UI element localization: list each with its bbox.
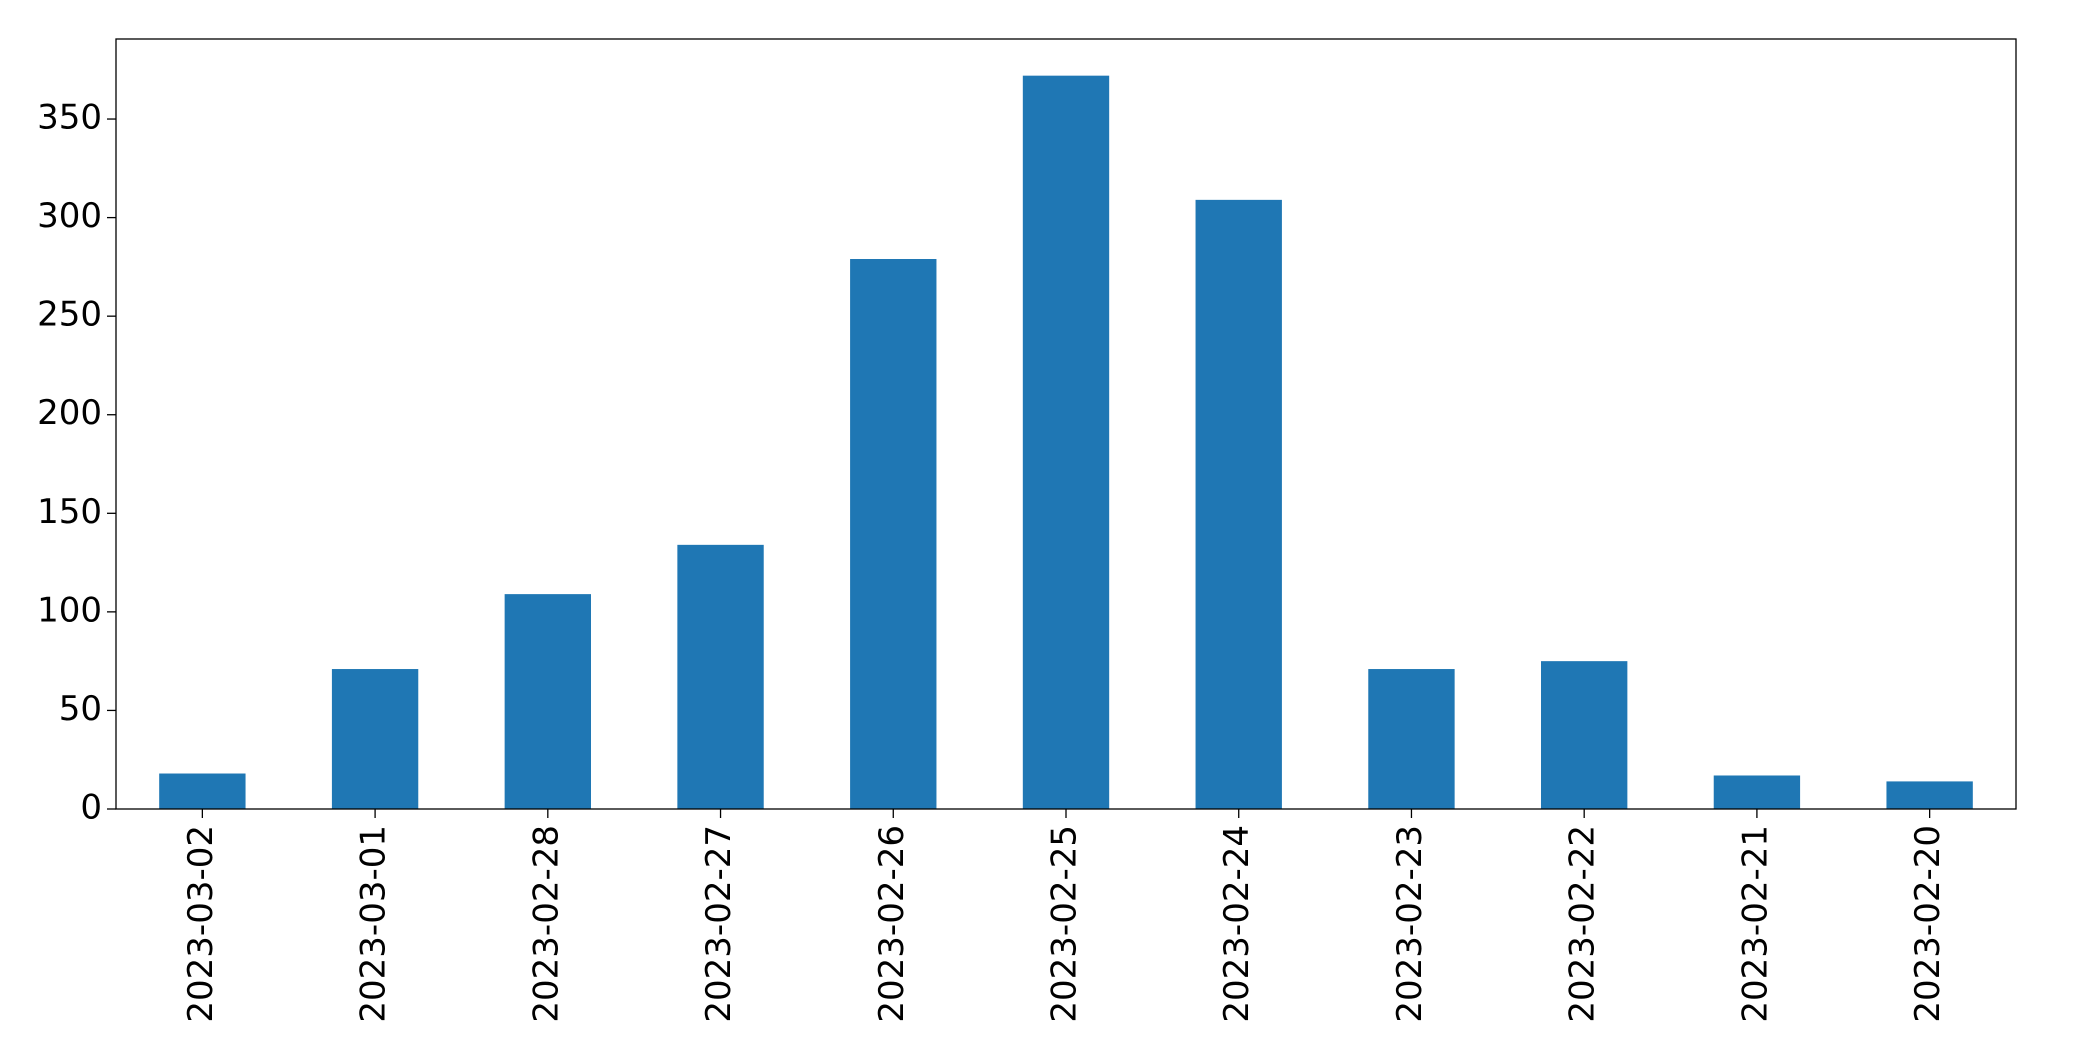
bar [1541, 661, 1628, 809]
x-tick-label: 2023-02-25 [1045, 825, 1085, 1023]
bar [850, 259, 937, 809]
x-tick-label: 2023-02-22 [1563, 825, 1603, 1023]
x-tick-label: 2023-02-27 [699, 825, 739, 1023]
bar [159, 773, 246, 809]
bar [504, 594, 591, 809]
y-tick-label: 300 [37, 196, 102, 236]
x-tick-label: 2023-02-20 [1908, 825, 1948, 1023]
bar [1886, 781, 1973, 809]
x-tick-label: 2023-03-01 [354, 825, 394, 1023]
x-tick-label: 2023-02-23 [1390, 825, 1430, 1023]
y-tick-label: 150 [37, 492, 102, 532]
y-tick-label: 100 [37, 590, 102, 630]
bar [1368, 669, 1455, 809]
x-tick-label: 2023-03-02 [181, 825, 221, 1023]
bar [331, 669, 419, 809]
bar [677, 544, 764, 809]
y-tick-label: 350 [37, 98, 102, 138]
x-tick-label: 2023-02-24 [1217, 825, 1257, 1023]
y-tick-label: 0 [80, 788, 102, 828]
bar [1195, 199, 1282, 809]
x-tick-label: 2023-02-26 [872, 825, 912, 1023]
bar [1713, 775, 1801, 809]
y-tick-label: 250 [37, 295, 102, 335]
y-tick-label: 200 [37, 393, 102, 433]
x-tick-label: 2023-02-21 [1735, 825, 1775, 1023]
y-tick-label: 50 [59, 689, 102, 729]
bar [1022, 75, 1110, 809]
x-tick-label: 2023-02-28 [526, 825, 566, 1023]
plot-frame [115, 38, 2017, 810]
